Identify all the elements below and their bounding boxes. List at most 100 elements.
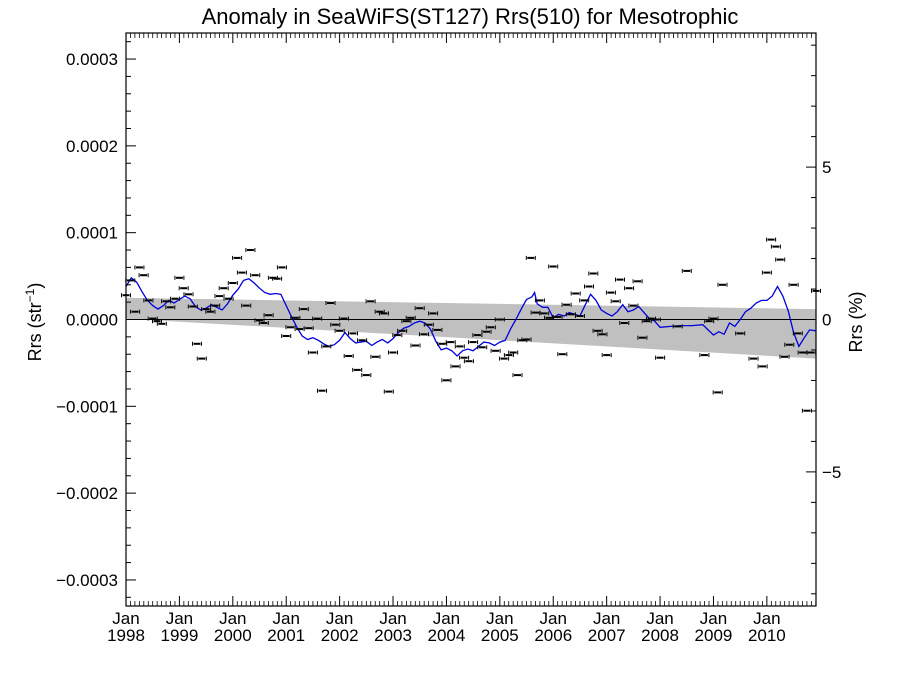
anomaly-point	[272, 276, 283, 281]
anomaly-point	[454, 344, 465, 349]
left-y-axis: 0.0003 0.0002 0.0001 0.0000 −0.0001 −0.0002 −0…	[56, 41, 136, 598]
anomaly-point	[619, 321, 630, 325]
anomaly-point	[281, 334, 292, 338]
anomaly-point	[134, 265, 145, 270]
anomaly-point	[378, 311, 389, 316]
anomaly-point	[348, 331, 358, 336]
x-tick-label-month: Jan	[273, 609, 300, 628]
anomaly-point	[405, 315, 416, 320]
anomaly-point	[766, 237, 777, 242]
anomaly-point	[624, 286, 635, 291]
x-tick-label-month: Jan	[593, 609, 620, 628]
anomaly-point	[187, 304, 198, 309]
anomaly-point	[365, 299, 376, 304]
anomaly-point	[605, 290, 616, 295]
x-tick-label-year: 2009	[695, 626, 733, 645]
x-tick-label-month: Jan	[540, 609, 567, 628]
anomaly-point	[637, 335, 648, 340]
x-tick-label-month: Jan	[166, 609, 193, 628]
x-tick-label-month: Jan	[112, 609, 139, 628]
anomaly-point	[615, 277, 625, 282]
anomaly-point	[258, 321, 269, 325]
anomaly-point	[178, 286, 189, 291]
anomaly-point	[735, 331, 746, 336]
x-tick-label-month: Jan	[753, 609, 780, 628]
x-tick-label-month: Jan	[700, 609, 727, 628]
anomaly-point	[147, 316, 158, 321]
anomaly-point	[437, 341, 448, 346]
anomaly-point	[534, 298, 545, 303]
right-y-axis: 5 0 −5	[806, 44, 841, 595]
x-tick-label-year: 2002	[321, 626, 359, 645]
anomaly-point	[445, 340, 456, 345]
anomaly-point	[183, 292, 194, 297]
anomaly-point	[792, 331, 803, 336]
anomaly-point	[672, 324, 683, 329]
anomaly-point	[392, 333, 403, 338]
anomaly-point	[423, 322, 434, 327]
x-tick-label-year: 1999	[160, 626, 198, 645]
anomaly-point	[174, 275, 185, 280]
anomaly-point	[232, 255, 243, 260]
x-tick-label-month: Jan	[486, 609, 513, 628]
y-axis-title-left: Rrs (str−1)	[23, 283, 45, 362]
anomaly-point	[601, 353, 612, 358]
anomaly-point	[610, 299, 621, 304]
anomaly-point	[432, 327, 443, 332]
anomaly-point	[463, 359, 474, 364]
anomaly-point	[130, 309, 141, 314]
anomaly-point	[775, 257, 786, 262]
x-tick-label-year: 2006	[534, 626, 572, 645]
anomaly-point	[588, 271, 599, 276]
x-tick-label-year: 1998	[107, 626, 145, 645]
anomaly-points-layer	[121, 237, 821, 413]
anomaly-point	[485, 325, 496, 330]
anomaly-point	[494, 317, 505, 322]
anomaly-point	[352, 367, 363, 372]
anomaly-point	[205, 309, 216, 314]
anomaly-point	[196, 356, 207, 361]
anomaly-point	[459, 355, 470, 360]
anomaly-point	[143, 298, 154, 303]
anomaly-point	[383, 389, 394, 394]
anomaly-point	[370, 354, 381, 359]
anomaly-point	[548, 264, 559, 269]
y-tick-label: −0.0001	[56, 397, 118, 416]
y-tick-label: 0.0002	[66, 137, 118, 156]
anomaly-point	[557, 352, 568, 357]
anomaly-point	[250, 273, 261, 278]
anomaly-point	[761, 270, 772, 275]
anomaly-point	[632, 279, 643, 284]
anomaly-point	[757, 364, 768, 369]
anomaly-point	[361, 373, 372, 378]
anomaly-point	[584, 284, 594, 289]
x-tick-label-year: 2000	[214, 626, 252, 645]
anomaly-point	[748, 356, 759, 361]
anomaly-point	[254, 318, 265, 323]
x-axis: Jan1998Jan1999Jan2000Jan2001Jan2002Jan20…	[107, 33, 817, 645]
anomaly-point	[468, 340, 479, 345]
anomaly-point	[201, 307, 212, 312]
anomaly-point	[512, 373, 523, 378]
anomaly-point	[655, 355, 666, 360]
anomaly-point	[561, 302, 572, 307]
anomaly-point	[401, 319, 412, 324]
anomaly-point	[343, 354, 354, 358]
anomaly-point	[303, 326, 314, 331]
anomaly-point	[312, 316, 323, 321]
running-mean-line	[125, 276, 817, 357]
y-tick-label: −0.0003	[56, 571, 118, 590]
anomaly-point	[628, 303, 639, 308]
anomaly-point	[214, 294, 225, 299]
anomaly-point	[321, 344, 332, 349]
anomaly-point	[592, 328, 603, 333]
anomaly-point	[419, 332, 429, 337]
anomaly-point	[428, 311, 439, 316]
anomaly-point	[490, 348, 501, 353]
x-tick-label-month: Jan	[646, 609, 673, 628]
anomaly-point	[138, 273, 149, 278]
y-right-tick-label: −5	[822, 463, 841, 482]
anomaly-point	[218, 286, 229, 291]
y-axis-title-main: Rrs (str	[25, 302, 45, 361]
